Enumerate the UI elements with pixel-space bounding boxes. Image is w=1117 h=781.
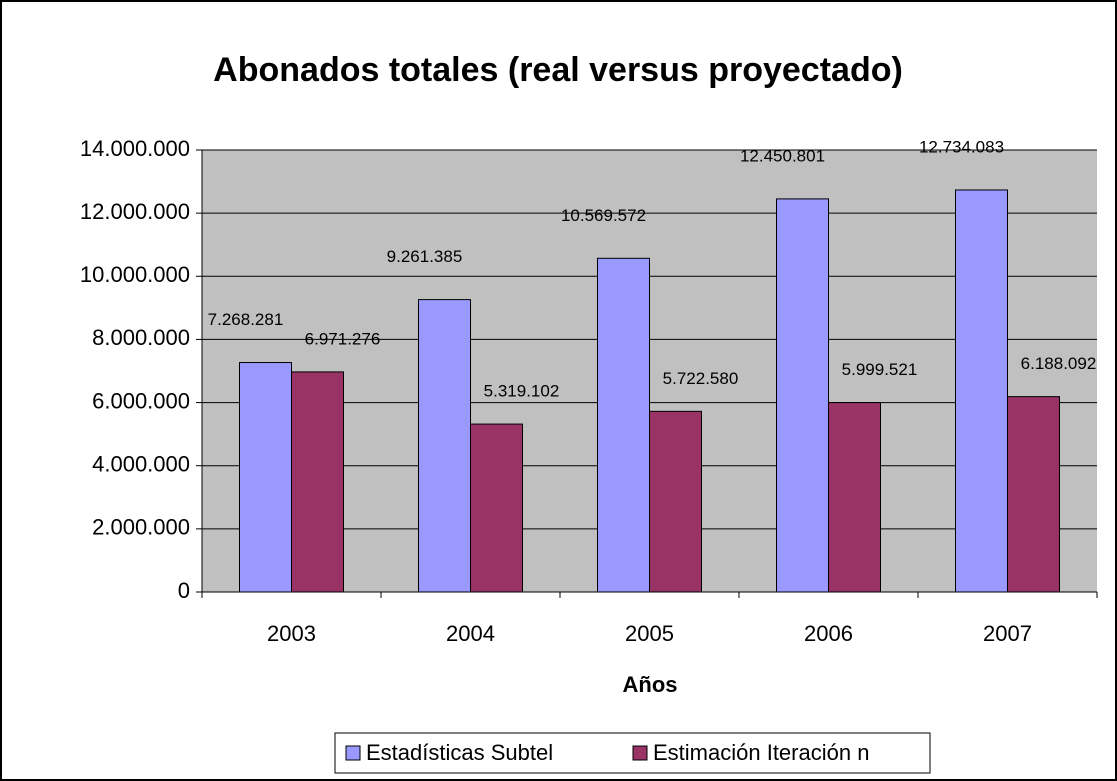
legend-swatch xyxy=(345,745,361,761)
y-tick-label: 12.000.000 xyxy=(80,199,190,224)
value-label: 5.722.580 xyxy=(663,369,739,388)
bar xyxy=(649,410,702,593)
bar xyxy=(1007,396,1060,593)
value-label: 12.450.801 xyxy=(740,146,825,165)
value-label: 10.569.572 xyxy=(561,206,646,225)
value-label: 9.261.385 xyxy=(387,247,463,266)
y-tick-label: 6.000.000 xyxy=(92,388,190,413)
bar xyxy=(418,299,471,593)
y-tick-label: 8.000.000 xyxy=(92,325,190,350)
bar xyxy=(776,198,829,593)
y-tick-label: 0 xyxy=(178,578,190,603)
value-label: 6.188.092 xyxy=(1021,354,1097,373)
x-tick-label: 2006 xyxy=(804,621,853,646)
y-tick-label: 4.000.000 xyxy=(92,452,190,477)
value-label: 5.999.521 xyxy=(842,360,918,379)
bar xyxy=(470,423,523,593)
bar xyxy=(291,371,344,593)
x-tick-label: 2003 xyxy=(267,621,316,646)
value-label: 7.268.281 xyxy=(208,310,284,329)
x-tick-label: 2005 xyxy=(625,621,674,646)
y-tick-label: 10.000.000 xyxy=(80,262,190,287)
y-tick-label: 14.000.000 xyxy=(80,136,190,161)
x-tick-label: 2004 xyxy=(446,621,495,646)
value-label: 12.734.083 xyxy=(919,137,1004,156)
y-tick-label: 2.000.000 xyxy=(92,515,190,540)
legend-swatch xyxy=(632,745,648,761)
x-axis-title: Años xyxy=(623,672,678,697)
bar xyxy=(828,402,881,593)
legend-label: Estadísticas Subtel xyxy=(366,740,553,765)
legend-label: Estimación Iteración n xyxy=(653,740,869,765)
bar xyxy=(955,189,1008,593)
bar xyxy=(597,257,650,593)
x-tick-label: 2007 xyxy=(983,621,1032,646)
bar xyxy=(239,362,292,593)
value-label: 6.971.276 xyxy=(305,329,381,348)
chart-title: Abonados totales (real versus proyectado… xyxy=(213,51,903,89)
value-label: 5.319.102 xyxy=(484,382,560,401)
